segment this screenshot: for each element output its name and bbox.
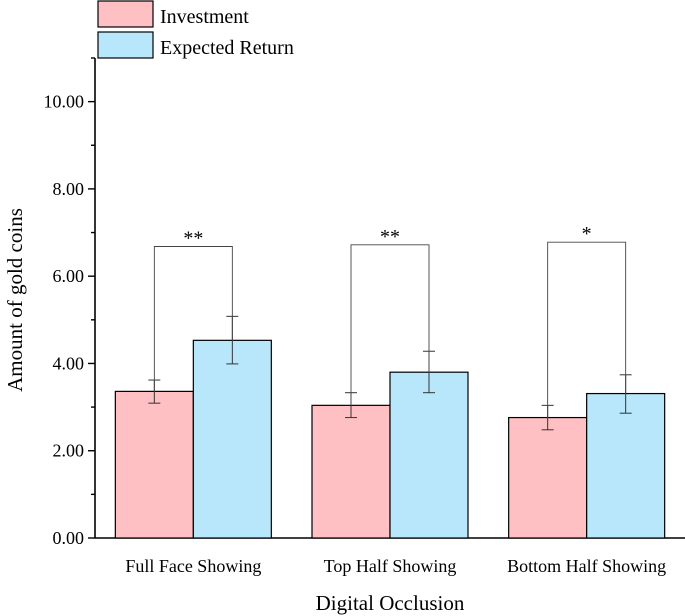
significance-marker: **	[183, 228, 203, 250]
y-tick-label: 2.00	[53, 441, 85, 461]
y-tick-label: 6.00	[53, 266, 85, 286]
significance-marker: **	[380, 226, 400, 248]
plot-area: 0.00 2.00 4.00 6.00 8.00 10.00 Full Face Showi…	[44, 57, 685, 576]
y-tick-label: 4.00	[53, 353, 85, 373]
legend-label-expected-return: Expected Return	[160, 37, 294, 59]
x-category-label: Full Face Showing	[125, 556, 261, 576]
legend-swatch-investment	[97, 0, 154, 28]
y-tick-label: 10.00	[44, 92, 85, 112]
y-tick-label: 8.00	[53, 179, 85, 199]
legend-swatch-expected-return	[97, 31, 154, 59]
bar-expected-return-bottom-half-showing	[586, 392, 666, 539]
legend: Investment Expected Return	[97, 0, 294, 59]
x-category-label: Top Half Showing	[324, 556, 457, 576]
significance-bracket	[350, 244, 430, 406]
y-axis-title: Amount of gold coins	[3, 208, 27, 392]
legend-label-investment: Investment	[160, 6, 249, 28]
x-category-label: Bottom Half Showing	[507, 556, 666, 576]
significance-marker: *	[582, 223, 592, 245]
bar-expected-return-top-half-showing	[389, 371, 469, 539]
bar-investment-top-half-showing	[311, 404, 391, 539]
x-axis-title: Digital Occlusion	[316, 591, 465, 615]
bar-expected-return-full-face-showing	[192, 339, 272, 539]
significance-bracket	[547, 241, 627, 418]
bar-investment-bottom-half-showing	[508, 416, 588, 539]
significance-bracket	[153, 246, 233, 392]
bar-investment-full-face-showing	[114, 390, 194, 539]
y-tick-label: 0.00	[53, 528, 85, 548]
